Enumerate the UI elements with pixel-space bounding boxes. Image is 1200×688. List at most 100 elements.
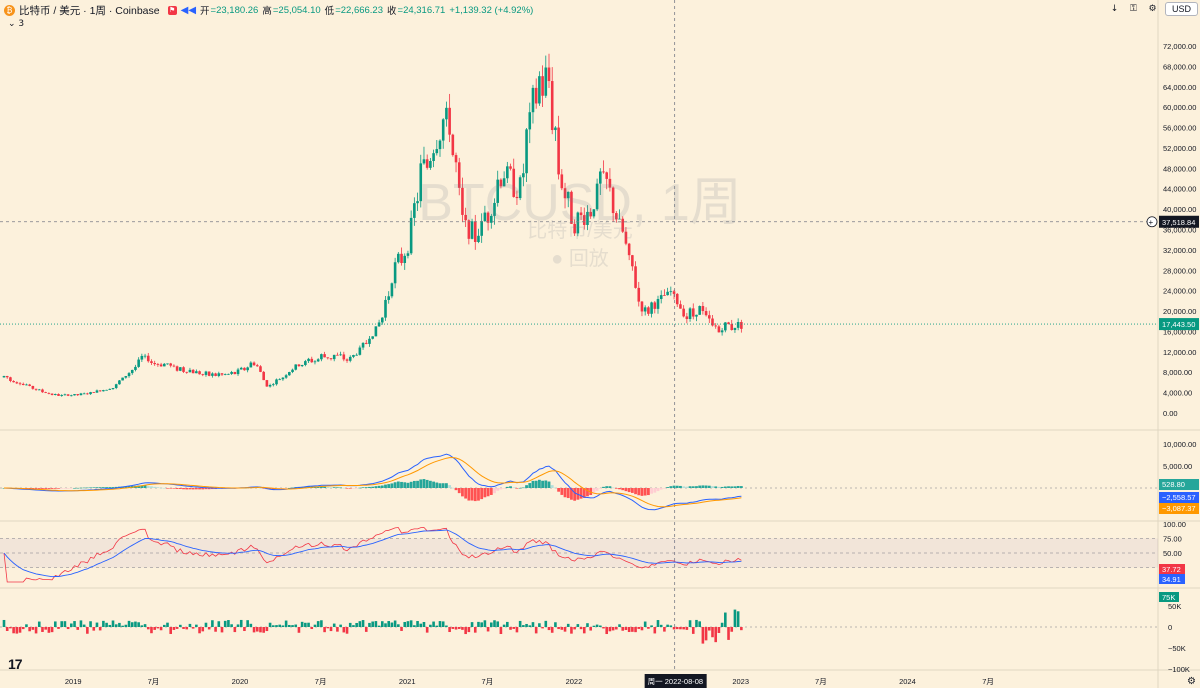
candle-body: [172, 365, 176, 367]
macd-hist-bar: [198, 488, 201, 490]
volume-bar: [191, 627, 195, 629]
volume-bar: [207, 627, 211, 630]
settings-gear-icon[interactable]: ⚙: [1148, 3, 1157, 14]
candle-body: [448, 107, 451, 135]
replay-rewind-icon[interactable]: ◀◀: [180, 4, 197, 16]
volume-bar: [736, 611, 740, 627]
volume-bar: [371, 621, 374, 627]
price-tick-label: 56,000.00: [1163, 124, 1196, 133]
macd-hist-bar: [486, 488, 490, 497]
volume-bar: [34, 627, 38, 634]
volume-bar: [124, 624, 128, 627]
candle-body: [182, 367, 185, 372]
macd-hist-bar: [95, 487, 99, 488]
volume-bar: [47, 627, 51, 633]
candle-body: [288, 372, 291, 376]
candle-body: [502, 178, 506, 187]
macd-hist-bar: [345, 488, 349, 489]
candle-body: [685, 316, 689, 320]
volume-bar: [44, 627, 47, 630]
candle-body: [611, 187, 615, 214]
macd-hist-bar: [537, 479, 541, 488]
candle-body: [44, 392, 47, 394]
volume-bar: [114, 624, 118, 627]
candle-body: [608, 178, 612, 188]
candle-body: [188, 369, 192, 373]
macd-hist-bar: [550, 485, 554, 488]
volume-bar: [544, 620, 548, 627]
macd-hist-bar: [441, 483, 445, 488]
volume-bar: [57, 627, 60, 629]
candle-body: [89, 392, 92, 395]
volume-bar: [102, 620, 105, 627]
candle-body: [118, 380, 121, 385]
macd-hist-bar: [557, 488, 561, 492]
volume-bar: [534, 627, 538, 634]
tradingview-logo[interactable]: 17: [8, 656, 23, 672]
volume-bar: [621, 627, 625, 631]
candle-body: [659, 295, 663, 300]
candle-body: [695, 314, 698, 317]
lock-icon[interactable]: ⚿: [1130, 3, 1137, 14]
time-axis-settings-icon[interactable]: ⚙: [1187, 676, 1196, 687]
macd-hist-bar: [188, 488, 192, 490]
candle-body: [98, 390, 102, 392]
flag-icon[interactable]: ⚑: [167, 5, 177, 15]
candle-body: [598, 171, 602, 184]
volume-bar: [659, 624, 663, 627]
indicator-collapse-toggle[interactable]: ⌄ 3: [8, 19, 25, 29]
macd-hist-bar: [621, 488, 625, 491]
volume-bar: [451, 627, 455, 629]
candle-body: [675, 293, 679, 305]
candle-body: [727, 322, 730, 325]
macd-hist-bar: [448, 485, 452, 488]
macd-hist-bar: [63, 488, 67, 489]
symbol-title[interactable]: 比特币 / 美元 · 1周 · Coinbase: [19, 4, 160, 17]
volume-bar: [499, 627, 503, 635]
candle-body: [76, 394, 80, 396]
macd-hist-bar: [691, 486, 695, 488]
candle-body: [473, 221, 477, 242]
candle-body: [169, 363, 173, 366]
macd-hist-bar: [287, 487, 291, 489]
open-label: 开: [200, 6, 210, 17]
macd-hist-bar: [124, 486, 128, 488]
volume-bar: [579, 627, 583, 630]
macd-hist-bar: [688, 486, 692, 488]
macd-hist-bar: [586, 488, 589, 497]
macd-hist-bar: [445, 483, 448, 488]
macd-hist-bar: [419, 479, 423, 488]
volume-bar: [182, 627, 185, 629]
candle-body: [201, 374, 205, 376]
time-tick-label: 7月: [148, 677, 160, 686]
candle-body: [300, 365, 304, 367]
macd-hist-bar: [432, 481, 435, 488]
macd-hist-bar: [627, 488, 631, 493]
macd-hist-bar: [701, 485, 705, 488]
volume-bar: [137, 622, 140, 627]
candle-body: [595, 183, 599, 210]
price-tick-label: 0.00: [1163, 409, 1178, 418]
volume-bar: [717, 627, 721, 634]
macd-hist-bar: [560, 488, 564, 495]
macd-hist-bar: [473, 488, 477, 502]
currency-selector[interactable]: USD: [1164, 2, 1198, 16]
time-tick-label: 2022: [566, 677, 583, 686]
macd-hist-bar: [172, 488, 176, 489]
macd-hist-bar: [704, 485, 708, 488]
candle-body: [493, 202, 496, 216]
volume-bar: [12, 627, 15, 634]
volume-bar: [156, 627, 160, 629]
volume-bar: [541, 627, 544, 629]
candle-body: [621, 218, 625, 232]
macd-hist-bar: [457, 488, 461, 494]
candle-body: [12, 381, 15, 383]
time-tick-label: 2020: [232, 677, 249, 686]
macd-hist-bar: [579, 488, 583, 499]
candle-body: [627, 243, 631, 256]
candle-body: [352, 355, 355, 357]
volume-bar: [560, 627, 564, 630]
candle-body: [650, 302, 653, 314]
download-arrow-icon[interactable]: ↓: [1110, 3, 1119, 14]
